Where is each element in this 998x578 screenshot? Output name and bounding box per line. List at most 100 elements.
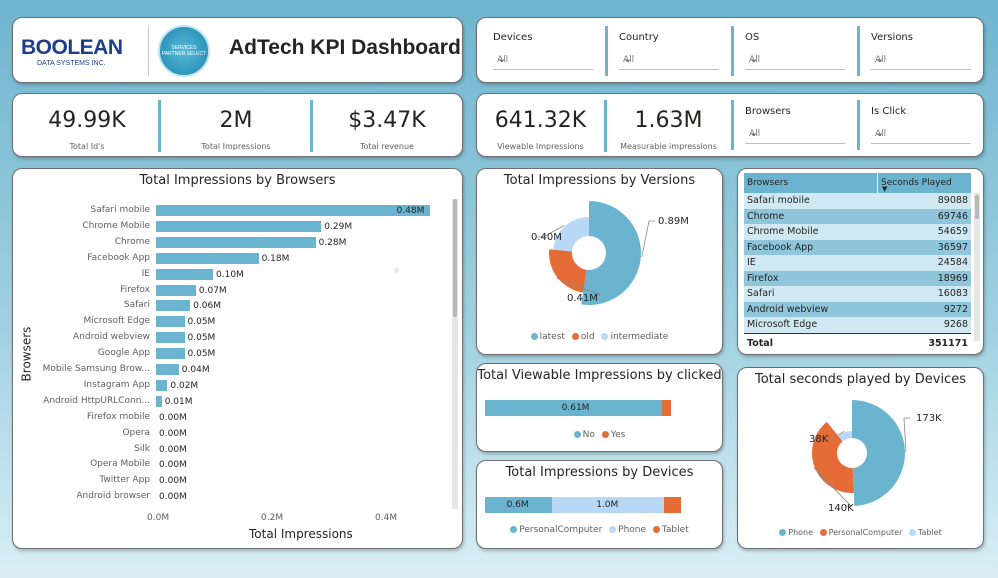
chart-title: Total Impressions by Browsers — [139, 173, 336, 188]
browser-bar[interactable] — [156, 364, 179, 375]
scrollbar-thumb[interactable] — [975, 195, 979, 219]
is-click-dropdown[interactable]: All ⌄ — [871, 126, 971, 144]
legend-item-personalcomputer[interactable]: PersonalComputer — [510, 525, 602, 535]
chevron-down-icon: ⌄ — [749, 52, 759, 65]
legend-item-latest[interactable]: latest — [530, 332, 565, 342]
donut-slice-latest[interactable] — [581, 201, 641, 305]
kpi-divider — [158, 100, 161, 152]
table-scrollbar[interactable] — [974, 193, 980, 341]
seconds-cell: 9272 — [943, 303, 968, 315]
legend-item-phone[interactable]: Phone — [779, 528, 813, 537]
segment-value-label: 0.61M — [561, 403, 590, 413]
legend-label: Tablet — [661, 525, 689, 535]
table-row[interactable]: Safari 16083 — [744, 286, 971, 302]
browser-row-label: Opera Mobile — [90, 459, 150, 470]
slicer-is-click: Is Click All ⌄ — [857, 100, 975, 150]
leader-line — [903, 417, 910, 452]
slicer-label: OS — [745, 32, 760, 43]
column-header-browsers[interactable]: Browsers — [747, 178, 789, 188]
table-row[interactable]: Microsoft Edge 9268 — [744, 317, 971, 333]
browser-bar[interactable] — [156, 236, 316, 248]
seconds-cell: 18969 — [937, 272, 968, 284]
browser-row-label: Google App — [97, 348, 150, 359]
devices-dropdown[interactable]: All ⌄ — [493, 52, 593, 70]
kpi-divider — [604, 100, 607, 152]
legend-label: latest — [539, 332, 565, 342]
browser-bar[interactable] — [156, 332, 185, 344]
slicer-divider — [857, 26, 860, 76]
legend-item-no[interactable]: No — [573, 430, 595, 440]
legend-item-tablet[interactable]: Tablet — [652, 525, 689, 535]
column-divider — [877, 173, 878, 193]
column-header-seconds-played[interactable]: Seconds Played — [881, 178, 952, 188]
slicer-label: Devices — [493, 32, 533, 43]
viewable-by-clicked-chart: Total Viewable Impressions by clicked 0.… — [476, 363, 723, 452]
chart-legend: PersonalComputer Phone Tablet — [477, 525, 722, 535]
bar-value-label: 0.00M — [159, 476, 187, 487]
browsers-dropdown[interactable]: All ⌄ — [745, 126, 845, 144]
browser-bar[interactable] — [156, 205, 430, 216]
browser-bar[interactable] — [156, 316, 185, 328]
browser-bar[interactable] — [156, 348, 185, 360]
donut-slice-tablet[interactable] — [838, 431, 852, 442]
donut-slice-phone[interactable] — [852, 400, 905, 506]
stack-segment-phone[interactable] — [552, 497, 665, 513]
table-row[interactable]: IE 24584 — [744, 255, 971, 271]
stack-segment-no[interactable] — [485, 400, 663, 416]
bar-value-label: 0.48M — [396, 206, 425, 216]
slicer-divider — [731, 26, 734, 76]
legend-item-tablet[interactable]: Tablet — [908, 528, 942, 537]
seconds-played-table: Browsers Seconds Played ▼ Safari mobile 8… — [737, 168, 984, 355]
partner-badge-icon: SERVICES PARTNER SELECT — [158, 25, 210, 77]
kpi-value: 2M — [219, 108, 253, 133]
table-row[interactable]: Chrome Mobile 54659 — [744, 224, 971, 240]
versions-dropdown[interactable]: All ⌄ — [871, 52, 971, 70]
x-tick-label: 0.0M — [147, 513, 170, 523]
browser-bar[interactable] — [156, 379, 168, 391]
browser-bar[interactable] — [156, 284, 196, 296]
donut-slice-old[interactable] — [549, 249, 587, 293]
kpi-card: 49.99K Total Id's 2M Total Impressions $… — [12, 93, 463, 157]
country-dropdown[interactable]: All ⌄ — [619, 52, 719, 70]
legend-item-personalcomputer[interactable]: PersonalComputer — [819, 528, 902, 537]
chart-title: Total Impressions by Devices — [505, 465, 694, 480]
legend-item-intermediate[interactable]: intermediate — [601, 332, 668, 342]
table-row[interactable]: Facebook App 36597 — [744, 239, 971, 255]
table-row[interactable]: Firefox 18969 — [744, 270, 971, 286]
slice-value-label: 0.89M — [658, 216, 689, 227]
table-header: Browsers Seconds Played ▼ — [744, 173, 971, 193]
table-row[interactable]: Chrome 69746 — [744, 208, 971, 224]
scrollbar-thumb[interactable] — [453, 199, 457, 317]
browser-row-label: Chrome Mobile — [82, 220, 150, 231]
bar-value-label: 0.00M — [159, 460, 187, 471]
donut-slice-intermediate[interactable] — [553, 217, 589, 252]
x-axis-title: Total Impressions — [249, 527, 353, 541]
os-dropdown[interactable]: All ⌄ — [745, 52, 845, 70]
legend-item-old[interactable]: old — [571, 332, 595, 342]
bar-area: Safari mobile 0.48M Chrome Mobile 0.29M Chro… — [13, 169, 462, 548]
slice-value-label: 140K — [828, 503, 854, 514]
leader-line — [827, 430, 845, 439]
seconds-cell: 54659 — [937, 226, 968, 237]
seconds-cell: 69746 — [937, 210, 968, 222]
browser-bar[interactable] — [156, 220, 322, 232]
bar-value-label: 0.00M — [159, 444, 187, 455]
stack-segment-yes[interactable] — [662, 400, 671, 416]
table-row[interactable]: Safari mobile 89088 — [744, 193, 971, 209]
bar-value-label: 0.02M — [170, 380, 199, 391]
legend-label: Tablet — [917, 528, 942, 537]
bar-value-label: 0.07M — [198, 285, 227, 296]
table-row[interactable]: Android webview 9272 — [744, 301, 971, 317]
chart-scrollbar[interactable] — [452, 199, 458, 509]
browser-bar[interactable] — [156, 300, 191, 312]
browser-bar[interactable] — [156, 395, 162, 407]
stack-segment-tablet[interactable] — [664, 497, 681, 513]
legend-item-phone[interactable]: Phone — [609, 525, 646, 535]
donut-slice-personalcomputer[interactable] — [812, 421, 854, 493]
legend-item-yes[interactable]: Yes — [601, 430, 625, 440]
legend-label: Phone — [788, 528, 814, 537]
browser-bar[interactable] — [156, 268, 213, 280]
stack-segment-personalcomputer[interactable] — [485, 497, 553, 513]
legend-dot — [573, 431, 581, 438]
browser-bar[interactable] — [156, 252, 259, 264]
